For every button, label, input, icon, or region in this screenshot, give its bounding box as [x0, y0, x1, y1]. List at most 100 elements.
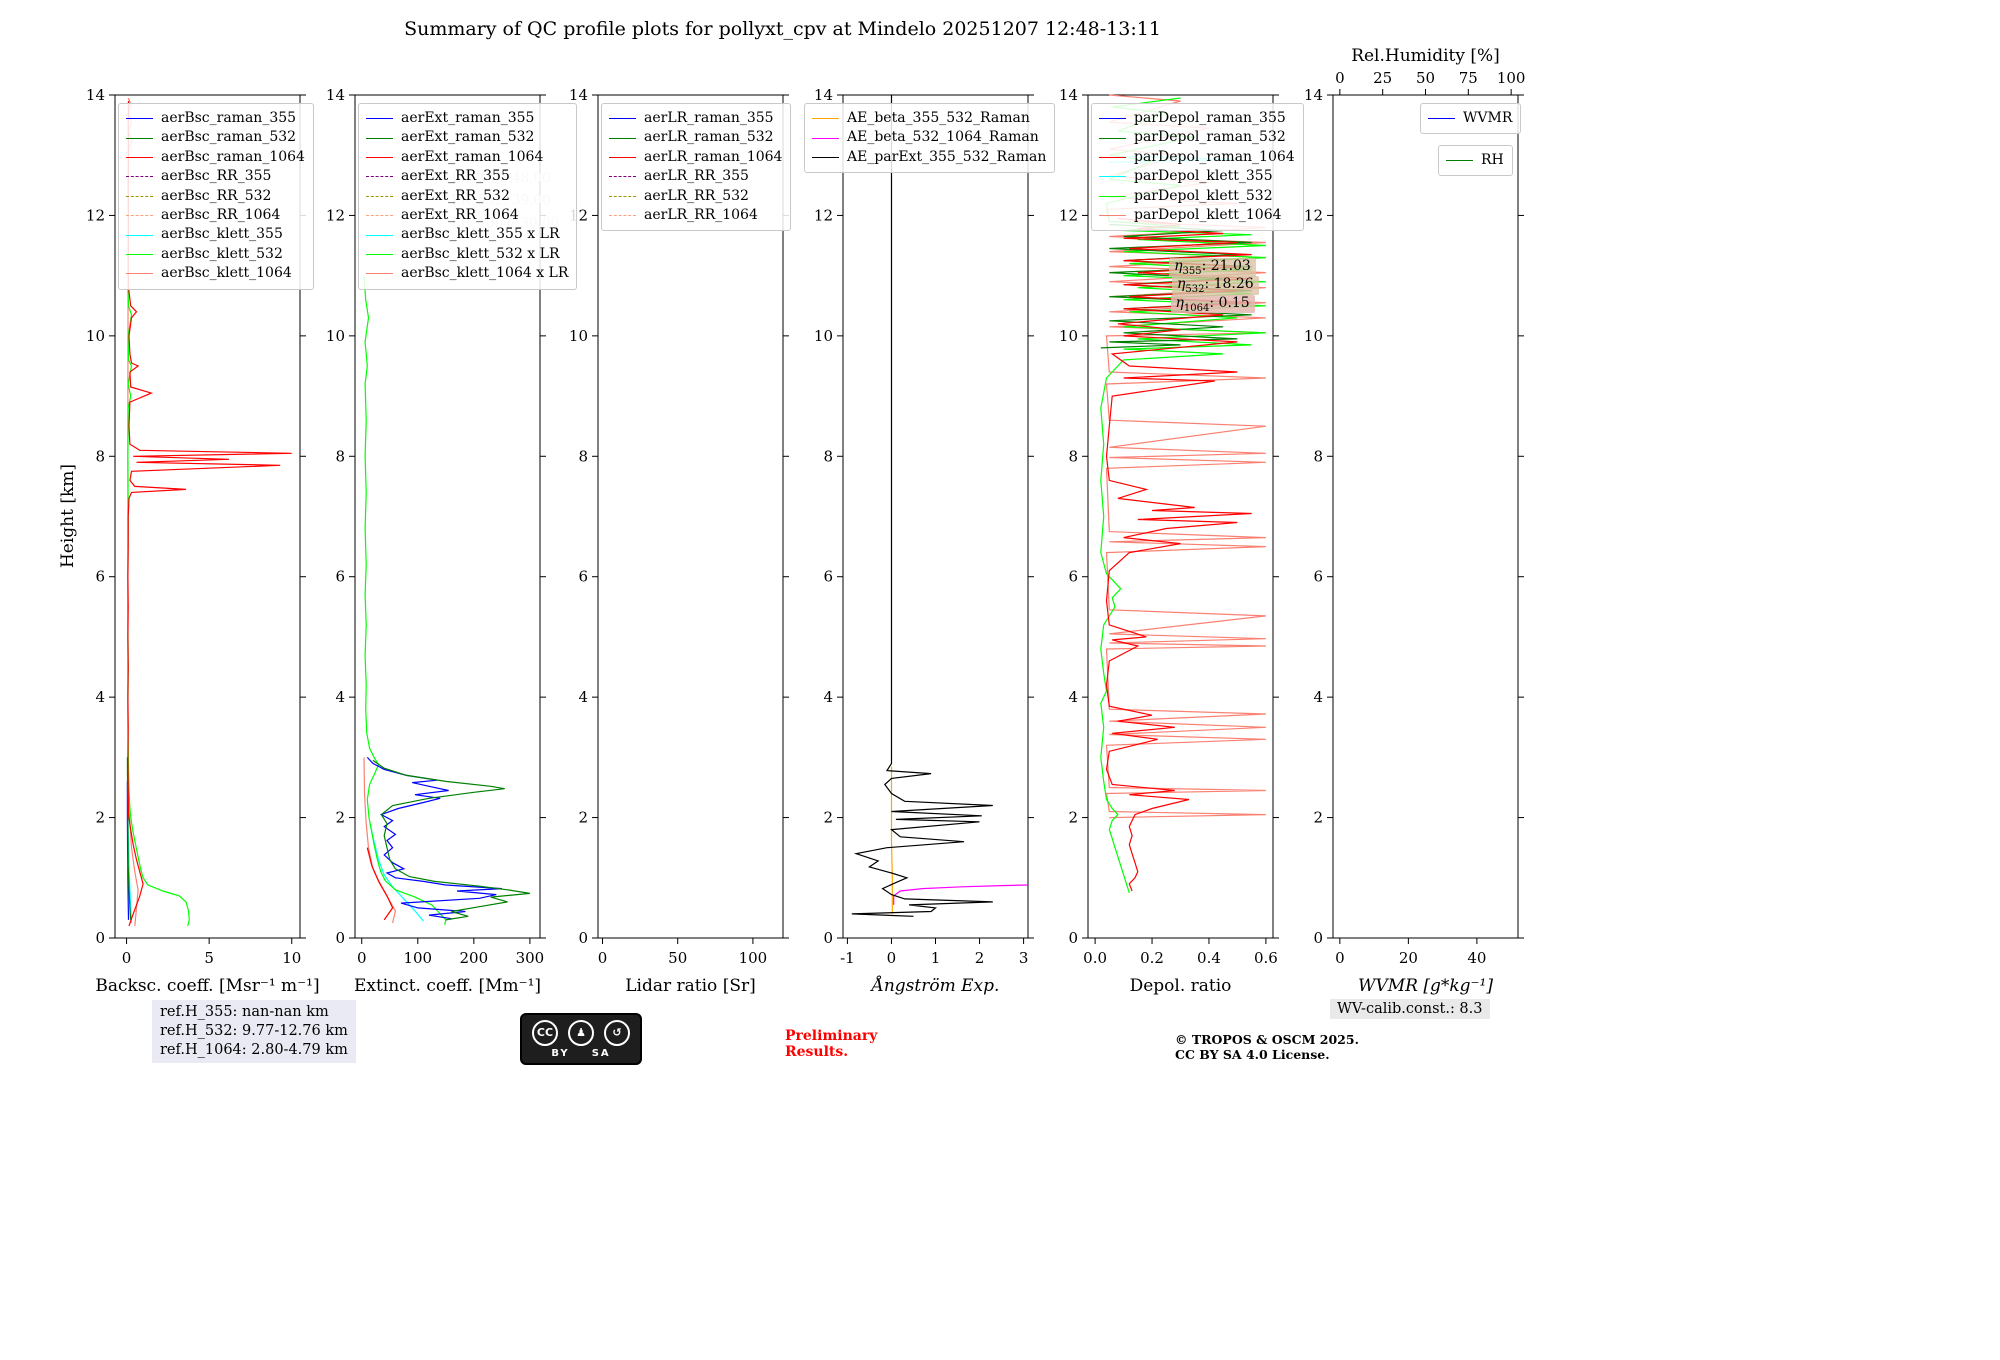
- svg-text:Backsc. coeff. [Msr⁻¹ m⁻¹]: Backsc. coeff. [Msr⁻¹ m⁻¹]: [95, 976, 319, 996]
- wv-calibration-note: WV-calib.const.: 8.3: [1330, 999, 1490, 1019]
- svg-text:LR_532: 39.00: LR_532: 39.00: [451, 193, 550, 209]
- svg-text:8: 8: [578, 447, 588, 465]
- svg-text:2: 2: [95, 809, 105, 827]
- sharealike-arrow-icon: ↺: [604, 1019, 630, 1046]
- copyright-note: © TROPOS & OSCM 2025. CC BY SA 4.0 Licen…: [1175, 1032, 1359, 1062]
- ref-h-1064: ref.H_1064: 2.80-4.79 km: [160, 1042, 348, 1058]
- svg-text:0: 0: [95, 929, 105, 947]
- svg-text:0.6: 0.6: [1254, 949, 1278, 967]
- series-aerExt_raman_355: [366, 756, 502, 920]
- svg-text:2: 2: [823, 809, 833, 827]
- svg-text:2: 2: [1313, 809, 1323, 827]
- svg-text:4: 4: [95, 688, 105, 706]
- svg-text:0: 0: [823, 929, 833, 947]
- svg-text:2: 2: [975, 949, 985, 967]
- svg-text:0: 0: [1313, 929, 1323, 947]
- series-aerBsc_raman_532: [126, 757, 132, 920]
- svg-text:Lidar ratio [Sr]: Lidar ratio [Sr]: [625, 976, 755, 996]
- svg-text:4: 4: [1313, 688, 1323, 706]
- panel-depol: 0 2 4 6 8 10 12 14 0.0 0.2 0.4 0.6 Depol. ratio: [1059, 86, 1279, 996]
- svg-text:0: 0: [887, 949, 897, 967]
- svg-text:14: 14: [86, 86, 105, 104]
- svg-text:5: 5: [204, 949, 214, 967]
- svg-text:12: 12: [1059, 206, 1078, 224]
- series-AE_parExt_355_532_Raman: [851, 95, 993, 917]
- cc-icon: CC: [532, 1019, 558, 1046]
- svg-text:12: 12: [326, 206, 345, 224]
- svg-text:10: 10: [1304, 327, 1323, 345]
- svg-text:10: 10: [1059, 327, 1078, 345]
- svg-text:6: 6: [578, 568, 588, 586]
- panel-extinction: 0 2 4 6 8 10 12 14 0 100 200 300 Extinct. coeff. [Mm…: [326, 86, 559, 996]
- series-aerBsc_klett_1064_x_LR: [363, 757, 397, 924]
- copyright-line1: © TROPOS & OSCM 2025.: [1175, 1032, 1359, 1047]
- cc-badge-icons: CC ♟ ↺: [532, 1019, 630, 1046]
- svg-text:Depol. ratio: Depol. ratio: [1130, 976, 1232, 996]
- preliminary-results-note: Preliminary Results.: [785, 1028, 877, 1060]
- svg-text:1: 1: [931, 949, 941, 967]
- svg-text:6: 6: [823, 568, 833, 586]
- reference-heights-note: ref.H_355: nan-nan km ref.H_532: 9.77-12…: [152, 1000, 356, 1063]
- series-aerBsc_raman_1064: [127, 100, 292, 927]
- svg-text:6: 6: [335, 568, 345, 586]
- series-aerBsc_klett_532_x_LR: [363, 275, 447, 925]
- svg-text:0: 0: [578, 929, 588, 947]
- svg-text:0.4: 0.4: [1197, 949, 1221, 967]
- svg-text:40: 40: [1467, 949, 1486, 967]
- svg-text:100: 100: [403, 949, 432, 967]
- svg-text:LR_1064: 30.00: LR_1064: 30.00: [451, 215, 559, 231]
- preliminary-line1: Preliminary: [785, 1028, 878, 1044]
- svg-text:25: 25: [1373, 69, 1392, 87]
- cc-sa-label: SA: [591, 1047, 611, 1059]
- svg-text:14: 14: [1059, 86, 1078, 104]
- preliminary-line2: Results.: [785, 1044, 849, 1060]
- svg-text:100: 100: [1497, 69, 1526, 87]
- svg-text:0: 0: [122, 949, 132, 967]
- svg-text:14: 14: [326, 86, 345, 104]
- svg-text:0.2: 0.2: [1140, 949, 1164, 967]
- svg-text:10: 10: [814, 327, 833, 345]
- svg-text:2: 2: [335, 809, 345, 827]
- svg-text:4: 4: [1068, 688, 1078, 706]
- svg-text:Extinct. coeff. [Mm⁻¹]: Extinct. coeff. [Mm⁻¹]: [354, 976, 541, 996]
- svg-text:12: 12: [814, 206, 833, 224]
- svg-text:6: 6: [1068, 568, 1078, 586]
- cc-by-label: BY: [551, 1047, 570, 1059]
- series-aerBsc_klett_532: [127, 287, 190, 927]
- svg-text:4: 4: [335, 688, 345, 706]
- svg-text:0.0: 0.0: [1083, 949, 1107, 967]
- panel-wvmr: 0 2 4 6 8 10 12 14 0 20 40 0 25 50 75 100 Rel.Humidity […: [1304, 46, 1526, 996]
- svg-text:10: 10: [326, 327, 345, 345]
- svg-text:12: 12: [86, 206, 105, 224]
- svg-text:20: 20: [1399, 949, 1418, 967]
- series-AE_beta_532_1064_Raman: [893, 884, 1029, 905]
- svg-text:4: 4: [823, 688, 833, 706]
- svg-text:100: 100: [739, 949, 768, 967]
- svg-text:8: 8: [1068, 447, 1078, 465]
- svg-text:-1: -1: [840, 949, 855, 967]
- series-AE_beta_355_532_Raman: [890, 766, 893, 914]
- ref-h-355: ref.H_355: nan-nan km: [160, 1004, 329, 1020]
- series-aerExt_raman_1064: [366, 847, 394, 921]
- svg-text:WVMR [g*kg⁻¹]: WVMR [g*kg⁻¹]: [1358, 976, 1493, 996]
- svg-text:12: 12: [569, 206, 588, 224]
- series-aerExt_raman_532: [372, 759, 530, 921]
- svg-text:0: 0: [1335, 949, 1345, 967]
- svg-text:3: 3: [1019, 949, 1029, 967]
- svg-text:2: 2: [1068, 809, 1078, 827]
- svg-text:50: 50: [668, 949, 687, 967]
- svg-text:200: 200: [460, 949, 489, 967]
- svg-text:Ångström Exp.: Ångström Exp.: [870, 975, 1000, 996]
- svg-text:8: 8: [95, 447, 105, 465]
- svg-text:50: 50: [1416, 69, 1435, 87]
- panel-lidar-ratio: 0 2 4 6 8 10 12 14 0 50 100 Lidar ratio [Sr]: [569, 86, 789, 996]
- svg-text:75: 75: [1459, 69, 1478, 87]
- svg-text:6: 6: [95, 568, 105, 586]
- svg-text:300: 300: [516, 949, 545, 967]
- svg-text:12: 12: [1304, 206, 1323, 224]
- svg-text:0: 0: [598, 949, 608, 967]
- series-parDepol_raman_1064: [1105, 217, 1252, 892]
- panel-backscatter: 0 2 4 6 8 10 12 14 0 5 10 Backsc. coeff. [Msr⁻¹ m⁻¹…: [86, 86, 320, 996]
